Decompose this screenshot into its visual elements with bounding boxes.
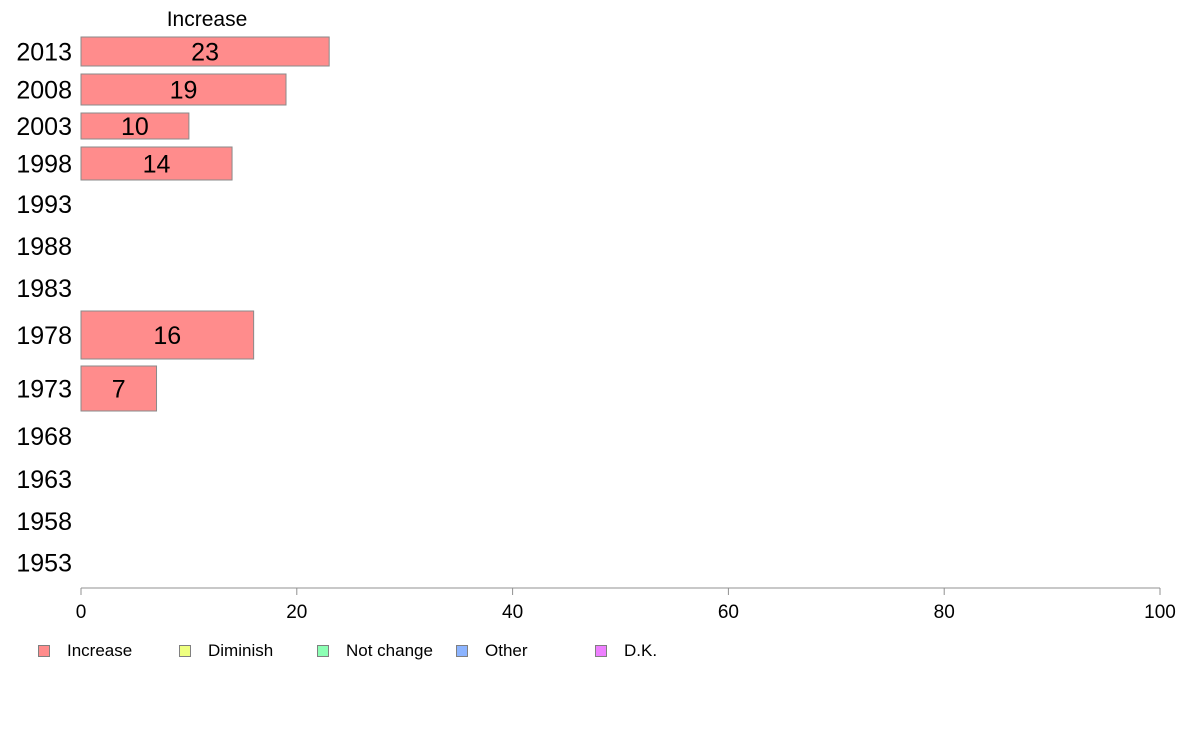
bar	[80, 112, 190, 140]
category-label: 1998	[16, 151, 72, 179]
category-label: 1953	[16, 550, 72, 578]
bar	[80, 73, 287, 106]
legend-swatch	[456, 645, 468, 657]
bars-layer: 23 19 10 14 16 7	[80, 36, 330, 412]
x-tick-label: 40	[502, 602, 523, 623]
legend-label: Other	[485, 641, 528, 660]
bar	[80, 365, 158, 412]
category-label: 1983	[16, 275, 72, 303]
x-tick-label: 80	[934, 602, 955, 623]
legend-swatch	[595, 645, 607, 657]
legend-label: Not change	[346, 641, 433, 660]
legend-item: D.K.	[595, 641, 657, 661]
category-label: 1973	[16, 376, 72, 404]
x-tick-label: 20	[286, 602, 307, 623]
category-label: 1968	[16, 423, 72, 451]
x-axis: 0 20 40 60 80 100	[76, 588, 1176, 623]
category-label: 1993	[16, 191, 72, 219]
legend-label: D.K.	[624, 641, 658, 660]
category-label: 2013	[16, 39, 72, 67]
bar-value-label: 14	[143, 151, 171, 179]
bar-value-label: 16	[153, 322, 181, 350]
category-label: 1963	[16, 466, 72, 494]
category-label: 2008	[16, 77, 72, 105]
legend-label: Diminish	[208, 641, 274, 660]
legend-item: Other	[456, 641, 528, 661]
legend-swatch	[38, 645, 50, 657]
bar-value-label: 7	[112, 376, 126, 404]
panel-title: Increase	[167, 8, 248, 31]
x-tick-label: 100	[1144, 602, 1176, 623]
legend-item: Increase	[38, 641, 132, 661]
legend-swatch	[317, 645, 329, 657]
bar	[80, 146, 233, 181]
category-label: 1988	[16, 233, 72, 261]
legend-item: Not change	[317, 641, 433, 661]
category-label: 2003	[16, 113, 72, 141]
legend-label: Increase	[67, 641, 133, 660]
x-tick-label: 0	[76, 602, 87, 623]
category-label: 1958	[16, 508, 72, 536]
bar	[80, 310, 255, 360]
legend-swatch	[179, 645, 191, 657]
bar	[80, 36, 330, 67]
x-tick-label: 60	[718, 602, 739, 623]
bar-value-label: 19	[170, 77, 198, 105]
category-label: 1978	[16, 322, 72, 350]
bar-value-label: 23	[191, 39, 219, 67]
legend-item: Diminish	[179, 641, 273, 661]
bar-value-label: 10	[121, 113, 149, 141]
category-labels: 2013 2008 2003 1998 1993 1988 1983 1978 1973 1968…	[16, 39, 72, 578]
